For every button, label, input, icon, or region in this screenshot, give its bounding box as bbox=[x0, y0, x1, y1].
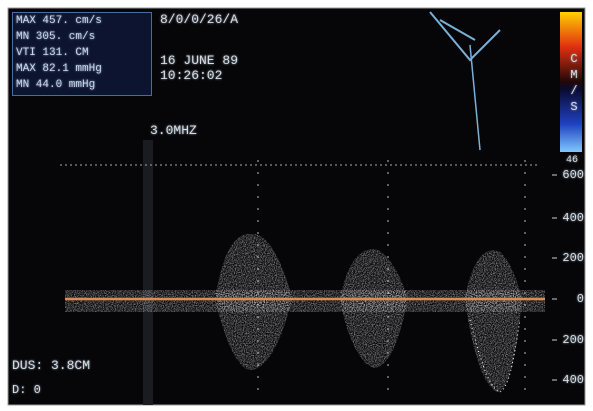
frequency: 3.0MHZ bbox=[150, 125, 197, 137]
measurement-line: MN 305. cm/s bbox=[13, 29, 151, 45]
measurement-line: MAX 457. cm/s bbox=[13, 13, 151, 29]
footer-line: D: 0 bbox=[12, 384, 41, 396]
date: 16 JUNE 89 bbox=[160, 55, 238, 67]
velocity-unit: CM/S bbox=[568, 52, 580, 116]
scale-tick-label: 600 bbox=[560, 169, 584, 181]
scale-max: 46 bbox=[566, 155, 578, 167]
depth: DUS: 3.8CM bbox=[12, 360, 90, 372]
time: 10:26:02 bbox=[160, 70, 222, 82]
measurement-line: MAX 82.1 mmHg bbox=[13, 61, 151, 77]
scale-tick-label: 400 bbox=[560, 212, 584, 224]
mode-label: 8/0/0/26/A bbox=[160, 14, 238, 26]
ultrasound-screen: MAX 457. cm/sMN 305. cm/sVTI 131. CMMAX … bbox=[0, 0, 593, 411]
measurement-line: MN 44.0 mmHg bbox=[13, 77, 151, 93]
scale-tick-label: 0 bbox=[560, 293, 584, 305]
measurement-line: VTI 131. CM bbox=[13, 45, 151, 61]
sweep-bar bbox=[143, 140, 153, 405]
scale-tick-label: 200 bbox=[560, 334, 584, 346]
scale-tick-label: 400 bbox=[560, 374, 584, 386]
scale-tick-label: 200 bbox=[560, 252, 584, 264]
